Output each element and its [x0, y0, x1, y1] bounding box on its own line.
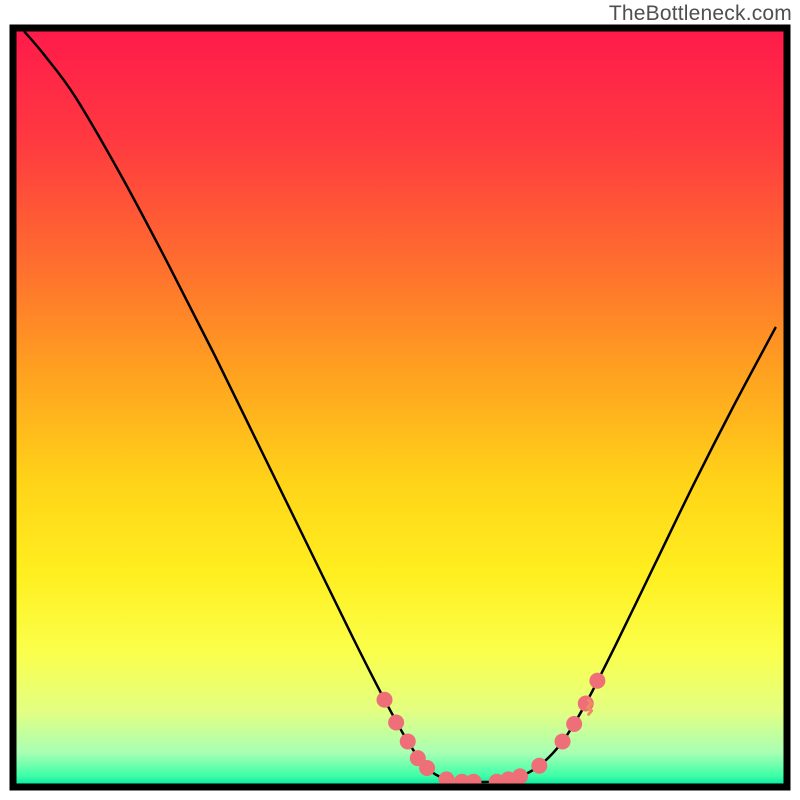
data-marker [589, 673, 605, 689]
data-marker [400, 733, 416, 749]
plot-background [13, 28, 787, 787]
data-marker [377, 692, 393, 708]
chart-stage: TheBottleneck.com [0, 0, 800, 800]
data-marker [555, 733, 571, 749]
data-marker [566, 716, 582, 732]
bottleneck-chart-svg [0, 0, 800, 800]
watermark-text: TheBottleneck.com [609, 2, 792, 26]
data-marker [388, 714, 404, 730]
data-marker [531, 758, 547, 774]
data-marker [419, 760, 435, 776]
data-marker [512, 768, 528, 784]
